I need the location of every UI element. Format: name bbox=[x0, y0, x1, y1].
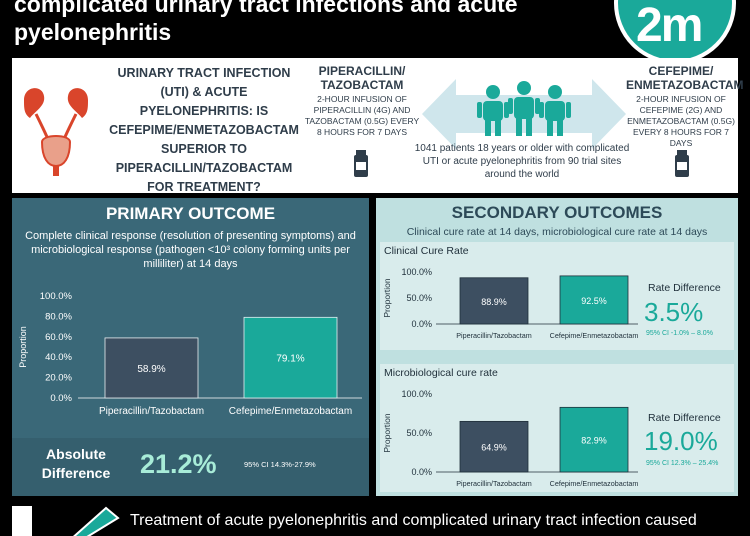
x-category-label: Piperacillin/Tazobactam bbox=[456, 331, 532, 340]
absolute-difference-panel: Absolute Difference 21.2% 95% CI 14.3%-2… bbox=[12, 438, 369, 496]
secondary-heading: SECONDARY OUTCOMES bbox=[451, 203, 663, 222]
vial-icon bbox=[675, 150, 689, 177]
logo: 2m bbox=[614, 0, 736, 64]
patients-icon bbox=[477, 81, 571, 136]
y-tick-label: 100.0% bbox=[401, 267, 432, 277]
y-axis-label: Proportion bbox=[382, 278, 392, 317]
y-tick-label: 40.0% bbox=[45, 352, 72, 363]
clinical-rate-difference-label: Rate Difference bbox=[648, 282, 721, 294]
clinical-rate-difference-value: 3.5% bbox=[644, 297, 704, 327]
drug-b-name: CEFEPIME/ ENMETAZOBACTAM bbox=[626, 64, 744, 92]
bar-value-label: 79.1% bbox=[276, 354, 304, 365]
drug-b-block: CEFEPIME/ ENMETAZOBACTAM 2-HOUR INFUSION… bbox=[626, 64, 744, 149]
y-tick-label: 0.0% bbox=[411, 319, 432, 329]
page-title: complicated urinary tract infections and… bbox=[0, 0, 610, 58]
y-axis-label: Proportion bbox=[382, 413, 392, 452]
vial-icon bbox=[354, 150, 368, 177]
y-axis-label: Proportion bbox=[18, 326, 28, 368]
clinical-cure-box: Clinical Cure Rate 100.0% 50.0% 0.0% Propor… bbox=[380, 242, 734, 350]
clinical-rate-difference-ci: 95% CI -1.0% – 8.0% bbox=[646, 330, 713, 337]
y-tick-label: 100.0% bbox=[40, 291, 73, 302]
y-tick-label: 20.0% bbox=[45, 373, 72, 384]
x-category-label: Cefepime/Enmetazobactam bbox=[229, 406, 352, 417]
y-tick-label: 0.0% bbox=[411, 467, 432, 477]
study-overview-panel: URINARY TRACT INFECTION (UTI) & ACUTE PY… bbox=[12, 58, 744, 194]
absolute-difference-ci: 95% CI 14.3%-27.9% bbox=[244, 460, 316, 469]
x-category-label: Cefepime/Enmetazobactam bbox=[550, 331, 639, 340]
drug-b-description: 2-HOUR INFUSION OF CEFEPIME (2G) AND ENM… bbox=[627, 94, 735, 148]
bar bbox=[459, 277, 529, 325]
bar bbox=[559, 275, 629, 325]
microbiological-cure-title: Microbiological cure rate bbox=[384, 367, 498, 379]
y-tick-label: 100.0% bbox=[401, 389, 432, 399]
bar bbox=[243, 316, 338, 399]
bar-value-label: 92.5% bbox=[581, 296, 607, 306]
primary-description: Complete clinical response (resolution o… bbox=[25, 230, 356, 270]
bar bbox=[559, 406, 629, 473]
patients-description: 1041 patients 18 years or older with com… bbox=[414, 143, 630, 180]
drug-a-block: PIPERACILLIN/ TAZOBACTAM 2-HOUR INFUSION… bbox=[302, 64, 422, 138]
secondary-subtitle: Clinical cure rate at 14 days, microbiol… bbox=[406, 226, 708, 238]
y-tick-label: 60.0% bbox=[45, 332, 72, 343]
y-tick-label: 0.0% bbox=[50, 393, 72, 404]
clinical-cure-chart: 100.0% 50.0% 0.0% Proportion 88.9% Piperacill… bbox=[380, 260, 640, 350]
pen-icon bbox=[72, 506, 120, 536]
micro-rate-difference-label: Rate Difference bbox=[648, 412, 721, 424]
primary-outcome-chart: 100.0% 80.0% 60.0% 40.0% 20.0% 0.0% Proportion… bbox=[12, 282, 369, 430]
absolute-difference-value: 21.2% bbox=[140, 449, 217, 479]
drug-a-name: PIPERACILLIN/ TAZOBACTAM bbox=[318, 64, 406, 92]
microbiological-cure-chart: 100.0% 50.0% 0.0% Proportion 64.9% Piperacill… bbox=[380, 382, 640, 492]
bar-value-label: 64.9% bbox=[481, 443, 507, 453]
microbiological-cure-box: Microbiological cure rate 100.0% 50.0% 0.0… bbox=[380, 364, 734, 492]
bar bbox=[459, 420, 529, 473]
clinical-cure-title: Clinical Cure Rate bbox=[384, 245, 469, 257]
logo-text: 2m bbox=[636, 0, 703, 52]
bar bbox=[104, 337, 199, 399]
footer-banner: Treatment of acute pyelonephritis and co… bbox=[12, 500, 738, 536]
y-tick-label: 50.0% bbox=[406, 293, 432, 303]
y-tick-label: 50.0% bbox=[406, 428, 432, 438]
secondary-outcomes-panel: SECONDARY OUTCOMES Clinical cure rate at… bbox=[376, 198, 738, 496]
primary-outcome-panel: PRIMARY OUTCOME Complete clinical respon… bbox=[12, 198, 369, 496]
title-line-2: pyelonephritis bbox=[14, 19, 172, 45]
title-line-1: complicated urinary tract infections and… bbox=[14, 0, 518, 17]
drug-a-description: 2-HOUR INFUSION OF PIPERACILLIN (4G) AND… bbox=[304, 94, 420, 137]
absolute-difference-label: Absolute Difference bbox=[41, 446, 111, 481]
y-tick-label: 80.0% bbox=[45, 311, 72, 322]
bar-value-label: 58.9% bbox=[137, 364, 165, 375]
footer-text: Treatment of acute pyelonephritis and co… bbox=[130, 512, 697, 529]
micro-rate-difference-value: 19.0% bbox=[644, 426, 718, 456]
research-question: URINARY TRACT INFECTION (UTI) & ACUTE PY… bbox=[109, 66, 299, 194]
bar-value-label: 82.9% bbox=[581, 436, 607, 446]
x-category-label: Piperacillin/Tazobactam bbox=[456, 479, 532, 488]
urinary-system-icon bbox=[24, 88, 88, 176]
x-category-label: Piperacillin/Tazobactam bbox=[99, 406, 204, 417]
primary-heading: PRIMARY OUTCOME bbox=[105, 204, 276, 223]
micro-rate-difference-ci: 95% CI 12.3% – 25.4% bbox=[646, 460, 719, 467]
bar-value-label: 88.9% bbox=[481, 297, 507, 307]
footer-accent bbox=[12, 506, 32, 536]
x-category-label: Cefepime/Enmetazobactam bbox=[550, 479, 639, 488]
